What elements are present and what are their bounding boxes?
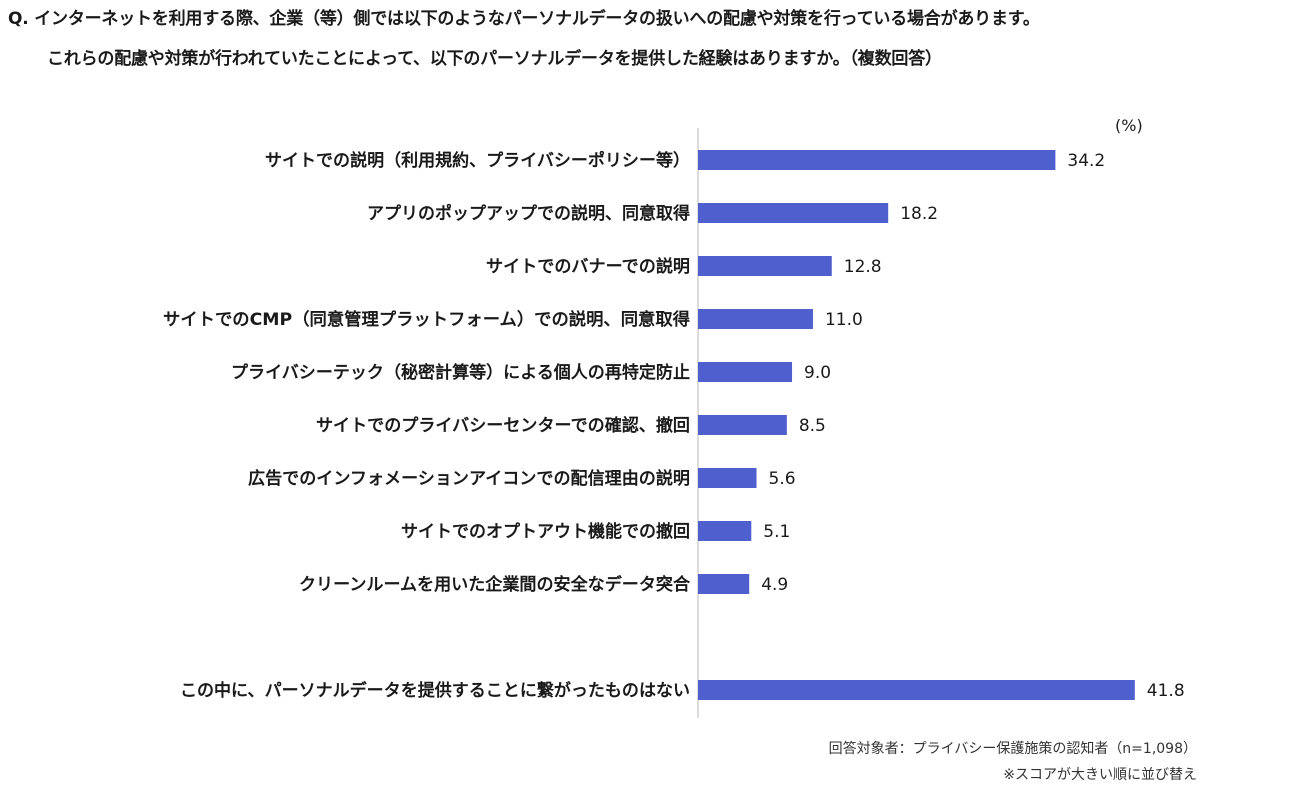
category-label: プライバシーテック（秘密計算等）による個人の再特定防止 xyxy=(231,362,690,383)
category-label: クリーンルームを用いた企業間の安全なデータ突合 xyxy=(299,574,691,595)
category-label: サイトでのCMP（同意管理プラットフォーム）での説明、同意取得 xyxy=(163,309,690,330)
value-label: 12.8 xyxy=(844,257,882,277)
value-label: 34.2 xyxy=(1067,151,1105,171)
category-label: サイトでのオプトアウト機能での撤回 xyxy=(401,521,690,542)
value-label: 9.0 xyxy=(804,363,831,383)
sort-note: ※スコアが大きい順に並び替え xyxy=(1003,767,1197,783)
value-label: 41.8 xyxy=(1147,681,1185,701)
value-label: 4.9 xyxy=(761,575,788,595)
value-label: 5.6 xyxy=(769,469,796,489)
bar xyxy=(698,521,752,541)
bar xyxy=(698,680,1135,700)
value-label: 5.1 xyxy=(763,522,790,542)
category-label: サイトでのプライバシーセンターでの確認、撤回 xyxy=(316,415,690,436)
bar xyxy=(698,256,832,276)
category-label: アプリのポップアップでの説明、同意取得 xyxy=(367,203,690,224)
category-label: この中に、パーソナルデータを提供することに繋がったものはない xyxy=(180,680,690,701)
question-line-2: これらの配慮や対策が行われていたことによって、以下のパーソナルデータを提供した経… xyxy=(47,49,942,69)
value-label: 11.0 xyxy=(825,310,863,330)
bar xyxy=(698,203,889,223)
category-label: 広告でのインフォメーションアイコンでの配信理由の説明 xyxy=(248,468,690,489)
bar xyxy=(698,415,787,435)
bar xyxy=(698,150,1056,170)
bar xyxy=(698,309,813,329)
category-label: サイトでの説明（利用規約、プライバシーポリシー等） xyxy=(265,150,690,171)
value-label: 18.2 xyxy=(900,204,938,224)
bar xyxy=(698,574,750,594)
question-line-1: Q. インターネットを利用する際、企業（等）側では以下のようなパーソナルデータの… xyxy=(8,9,1040,29)
unit-label: (%) xyxy=(1115,116,1143,135)
bar xyxy=(698,362,793,382)
bar xyxy=(698,468,757,488)
value-label: 8.5 xyxy=(799,416,826,436)
respondents-note: 回答対象者：プライバシー保護施策の認知者（n=1,098） xyxy=(828,741,1197,757)
category-label: サイトでのバナーでの説明 xyxy=(486,256,690,277)
